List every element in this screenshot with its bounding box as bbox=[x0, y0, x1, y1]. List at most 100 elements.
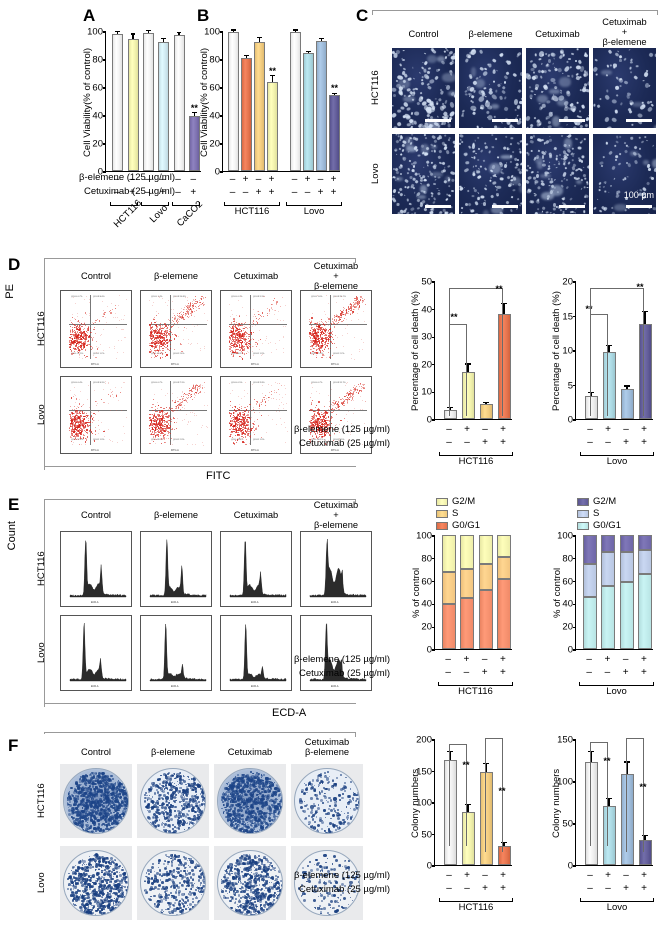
error-bar bbox=[117, 32, 118, 34]
flow-cytometry-plot: Q2-UL 1.4%Q2-UR 14.8%Q2-LL 81.2%Q2-LR 2.… bbox=[140, 290, 212, 368]
cell-speck bbox=[512, 151, 514, 153]
cell-speck bbox=[473, 187, 475, 189]
flow-event bbox=[236, 352, 237, 353]
flow-event bbox=[347, 312, 348, 313]
flow-event bbox=[156, 439, 157, 440]
treatment-title-line: Cetuximab bbox=[214, 272, 298, 282]
significance-marker: ** bbox=[329, 85, 341, 91]
cell-speck bbox=[628, 48, 630, 50]
cell-speck bbox=[408, 167, 411, 170]
flow-event bbox=[79, 403, 80, 404]
flow-event bbox=[343, 346, 344, 347]
cell-speck bbox=[404, 179, 409, 184]
cell-speck bbox=[492, 58, 497, 62]
flow-event bbox=[75, 319, 76, 320]
flow-event bbox=[204, 346, 205, 347]
flow-event bbox=[343, 299, 344, 300]
flow-event bbox=[123, 352, 124, 353]
cell-speck bbox=[477, 159, 479, 161]
cell-clump bbox=[519, 185, 522, 193]
cell-speck bbox=[569, 197, 573, 201]
cell-speck bbox=[543, 86, 548, 91]
flow-event bbox=[316, 405, 317, 406]
cell-speck bbox=[395, 170, 399, 174]
flow-event bbox=[168, 333, 169, 334]
flow-event bbox=[261, 355, 262, 356]
flow-event bbox=[187, 297, 188, 298]
cell-speck bbox=[616, 136, 619, 139]
cell-speck bbox=[414, 191, 415, 193]
flow-event bbox=[242, 358, 243, 359]
flow-event bbox=[314, 348, 315, 349]
cell-speck bbox=[534, 193, 538, 196]
flow-event bbox=[72, 317, 73, 318]
cell-speck bbox=[515, 109, 517, 111]
cell-speck bbox=[604, 94, 610, 100]
flow-event bbox=[271, 391, 272, 392]
flow-event bbox=[86, 296, 87, 297]
cell-speck bbox=[533, 177, 536, 180]
cell-speck bbox=[528, 86, 531, 89]
flow-event bbox=[329, 356, 330, 357]
flow-event bbox=[160, 433, 161, 434]
error-bar bbox=[246, 56, 247, 58]
flow-event bbox=[266, 338, 267, 339]
cell-speck bbox=[448, 184, 451, 187]
cell-speck bbox=[433, 139, 437, 143]
flow-event bbox=[259, 330, 260, 331]
flow-event bbox=[244, 350, 245, 351]
flow-event bbox=[100, 335, 101, 336]
treatment-title: Control bbox=[54, 272, 138, 282]
flow-event bbox=[121, 340, 122, 341]
flow-event bbox=[333, 322, 334, 323]
flow-event bbox=[348, 309, 349, 310]
flow-event bbox=[279, 383, 280, 384]
error-bar-cap bbox=[231, 29, 236, 30]
cell-speck bbox=[459, 143, 461, 145]
flow-event bbox=[241, 408, 242, 409]
flow-event bbox=[351, 320, 352, 321]
cell-speck bbox=[548, 111, 553, 116]
flow-event bbox=[70, 390, 71, 391]
flow-event bbox=[77, 313, 78, 314]
flow-event bbox=[97, 348, 98, 349]
quadrant-label-ul: Q2-UL 0.5% bbox=[231, 382, 242, 384]
flow-event bbox=[105, 381, 106, 382]
flow-event bbox=[232, 324, 233, 325]
flow-event bbox=[250, 398, 251, 399]
flow-event bbox=[159, 350, 160, 351]
flow-event bbox=[247, 422, 248, 423]
cell-speck bbox=[536, 185, 541, 190]
flow-event bbox=[85, 349, 86, 350]
flow-event bbox=[317, 295, 318, 296]
flow-event bbox=[101, 334, 102, 335]
flow-event bbox=[96, 352, 97, 353]
flow-event bbox=[98, 433, 99, 434]
flow-event bbox=[164, 344, 165, 345]
flow-event bbox=[281, 402, 282, 403]
flow-event bbox=[102, 316, 103, 317]
flow-event bbox=[203, 304, 204, 305]
flow-event bbox=[120, 392, 121, 393]
cell-clump bbox=[495, 127, 500, 128]
flow-event bbox=[174, 429, 175, 430]
cell-speck bbox=[399, 91, 403, 96]
flow-event bbox=[152, 404, 153, 405]
cell-speck bbox=[581, 104, 585, 108]
flow-event bbox=[365, 304, 366, 305]
cell-speck bbox=[550, 77, 555, 82]
flow-event bbox=[334, 317, 335, 318]
cell-clump bbox=[537, 162, 543, 170]
flow-event bbox=[180, 409, 181, 410]
flow-event bbox=[116, 410, 117, 411]
cell-speck bbox=[393, 168, 396, 170]
flow-event bbox=[126, 299, 127, 300]
flow-event bbox=[160, 418, 161, 419]
flow-event bbox=[344, 318, 345, 319]
flow-event bbox=[156, 311, 157, 312]
flow-event bbox=[272, 419, 273, 420]
flow-event bbox=[242, 335, 243, 336]
flow-event bbox=[184, 393, 185, 394]
flow-event bbox=[322, 341, 323, 342]
